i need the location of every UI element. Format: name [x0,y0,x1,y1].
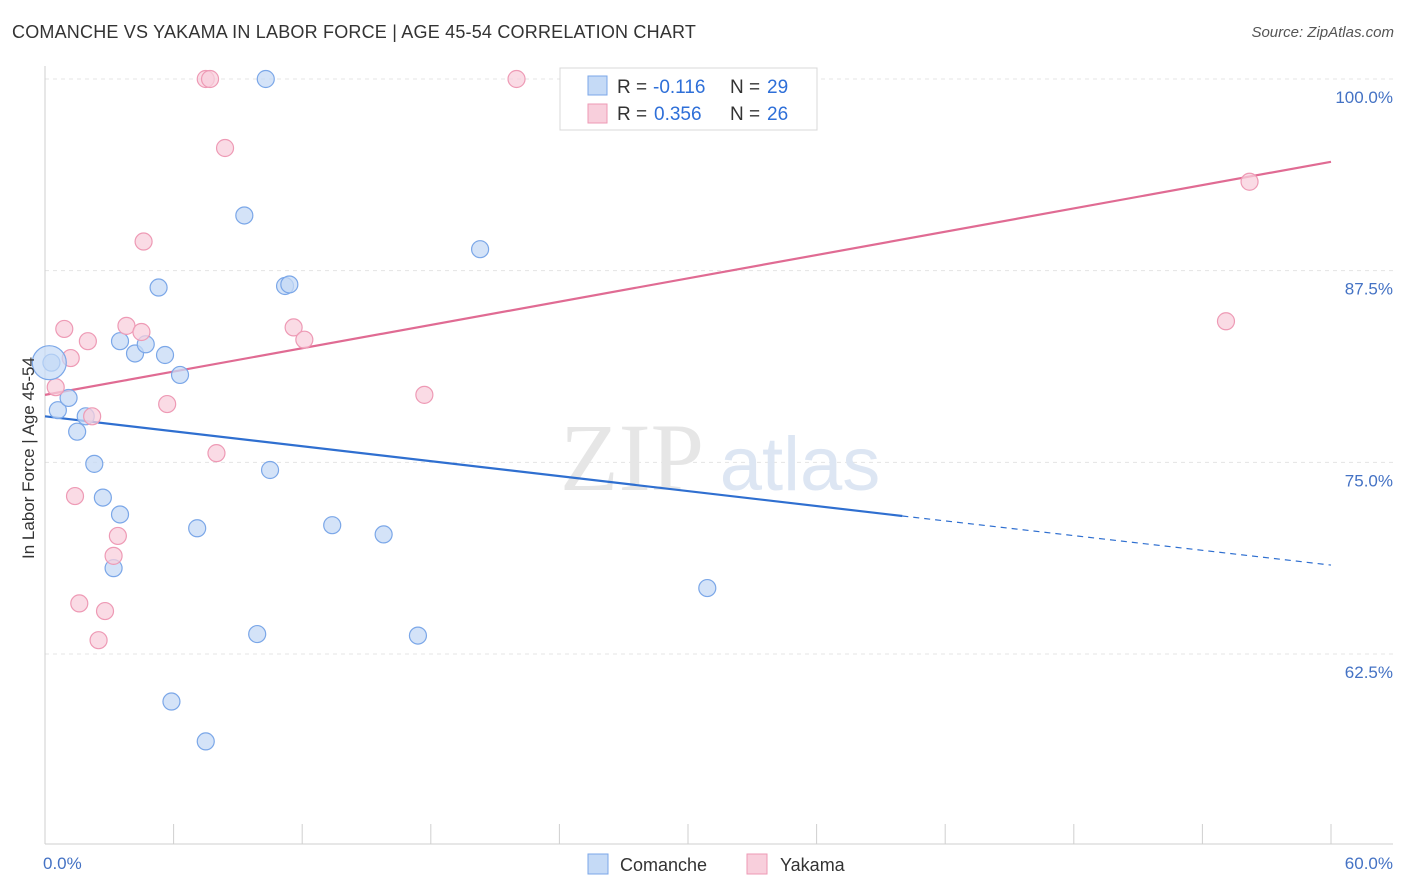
x-tick-labels: 0.0% 60.0% [43,854,1393,873]
legend-n-value-2: 26 [767,104,788,125]
point-comanche-25 [374,525,393,544]
point-yakama-22 [507,69,526,89]
point-yakama-7 [89,631,108,650]
legend-r-value-1: -0.116 [653,77,705,98]
point-comanche-6 [93,488,112,507]
chart-title: COMANCHE VS YAKAMA IN LABOR FORCE | AGE … [12,22,697,42]
point-comanche-21 [260,460,280,480]
legend-swatch-comanche [587,75,608,96]
point-comanche-14 [162,692,181,711]
trend-line-comanche [44,415,903,518]
grid-lines [45,78,1393,655]
point-comanche-26 [408,626,428,645]
point-comanche-large [31,345,67,381]
point-comanche-1 [48,401,67,420]
y-tick-label-0: 100.0% [1335,88,1393,107]
y-tick-label-3: 62.5% [1345,663,1393,682]
point-yakama-0 [46,378,65,397]
watermark: ZIP atlas [560,404,880,511]
point-yakama-16 [200,69,220,89]
legend-n-label-2: N = [730,104,760,125]
point-comanche-18 [235,206,254,225]
trend-line-extension-comanche [902,515,1332,566]
bottom-legend-yakama: Yakama [780,855,846,875]
point-yakama-13 [134,232,153,251]
x-tick-label-0: 0.0% [43,854,82,873]
point-yakama-24 [1240,172,1259,191]
point-comanche-23 [280,275,299,294]
correlation-legend: R = -0.116 N = 29 R = 0.356 N = 26 [559,67,818,131]
trend-lines [44,160,1332,566]
axes [44,66,1393,845]
point-yakama-10 [108,526,127,546]
point-comanche-17 [196,732,215,751]
point-comanche-2 [59,388,78,408]
y-axis-title: In Labor Force | Age 45-54 [19,357,38,559]
point-yakama-5 [78,332,97,351]
watermark-zip: ZIP [560,404,704,511]
point-yakama-18 [215,138,235,158]
point-yakama-17 [207,444,226,463]
point-comanche-8 [110,505,130,524]
point-yakama-3 [65,486,85,506]
watermark-atlas: atlas [720,422,881,507]
bottom-swatch-comanche [587,853,609,875]
y-tick-label-2: 75.0% [1345,471,1393,490]
legend-swatch-yakama [587,103,608,124]
x-tick-label-1: 60.0% [1345,854,1393,873]
point-yakama-9 [104,546,123,565]
point-comanche-19 [248,624,267,644]
legend-n-value-1: 29 [767,77,788,98]
series-legend: Comanche Yakama [587,853,846,875]
point-yakama-19 [284,318,303,337]
point-yakama-14 [158,394,177,414]
bottom-legend-comanche: Comanche [620,855,707,875]
point-comanche-3 [68,422,87,441]
point-comanche-16 [188,519,207,538]
legend-r-label-2: R = [617,104,647,125]
point-comanche-27 [470,240,490,259]
point-yakama-12 [132,322,151,342]
y-tick-label-1: 87.5% [1345,280,1393,299]
point-yakama-6 [83,407,102,426]
point-yakama-23 [1216,312,1236,331]
point-comanche-20 [256,69,275,89]
point-comanche-5 [85,454,104,473]
point-yakama-8 [95,601,115,621]
point-comanche-9 [110,332,130,351]
legend-r-value-2: 0.356 [654,104,702,125]
y-tick-labels: 100.0% 87.5% 75.0% 62.5% [1335,88,1393,682]
point-comanche-12 [149,278,168,297]
source-label: Source: ZipAtlas.com [1251,24,1394,41]
legend-n-label-1: N = [730,77,760,98]
trend-line-yakama [44,160,1332,396]
legend-r-label-1: R = [617,77,647,98]
point-yakama-20 [295,330,314,349]
point-yakama-21 [415,385,434,404]
point-yakama-1 [55,319,74,339]
bottom-swatch-yakama [746,853,768,875]
point-yakama-4 [70,594,89,613]
point-comanche-24 [323,516,342,535]
point-comanche-13 [155,345,175,365]
point-comanche-28 [698,578,717,598]
point-comanche-15 [170,365,190,385]
data-points [31,69,1259,751]
